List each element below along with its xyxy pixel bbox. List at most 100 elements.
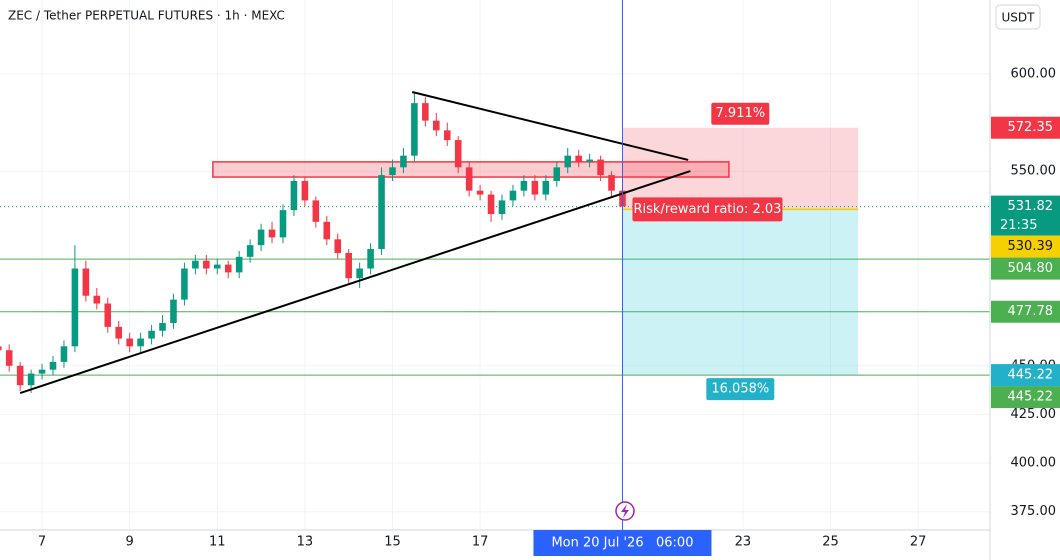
price-badge-label: 531.82 <box>1008 199 1054 214</box>
price-badge <box>991 116 1060 139</box>
price-badge <box>991 257 1060 280</box>
price-badge-label: 572.35 <box>1008 120 1054 135</box>
candle-body <box>235 256 243 273</box>
candle-body <box>170 299 177 323</box>
candle-body <box>411 103 418 156</box>
x-tick-label: 9 <box>126 535 134 550</box>
chart-title: ZEC / Tether PERPETUAL FUTURES · 1h · ME… <box>8 9 285 23</box>
target-pct: 7.911% <box>716 106 766 121</box>
price-badge-label: 445.22 <box>1008 390 1054 405</box>
candle-body <box>203 260 210 269</box>
candle-body <box>159 322 166 331</box>
candle-body <box>400 155 407 168</box>
trend-line <box>411 91 689 161</box>
loss-zone <box>622 209 859 376</box>
candle-body <box>422 103 429 121</box>
stop-pct: 16.058% <box>711 382 769 397</box>
y-tick-label: 550.00 <box>1011 164 1057 179</box>
x-tick-label: 7 <box>38 535 46 550</box>
crosshair-label: Mon 20 Jul '26 06:00 <box>551 536 693 551</box>
candle-body <box>27 373 35 386</box>
candle-body <box>93 295 101 304</box>
grid <box>0 0 990 530</box>
alert-icon[interactable] <box>615 501 635 521</box>
target-pct-box <box>711 102 770 125</box>
candle-body <box>443 130 451 141</box>
candle-body <box>38 369 46 374</box>
candle-body <box>378 175 385 250</box>
candle-body <box>257 229 265 246</box>
x-tick-label: 23 <box>735 535 752 550</box>
plot <box>0 91 990 394</box>
candle-body <box>104 303 112 327</box>
candle-body <box>356 268 363 279</box>
crosshair-label-box <box>533 530 712 556</box>
countdown-label: 21:35 <box>1000 218 1037 233</box>
candle-body <box>0 346 2 351</box>
candle-body <box>49 361 57 370</box>
candle-body <box>5 350 13 366</box>
x-tick-label: 25 <box>822 535 839 550</box>
price-badge <box>991 364 1060 387</box>
price-badge <box>991 386 1060 409</box>
trend-line <box>19 170 691 394</box>
candle-body <box>542 180 550 195</box>
candle-body <box>334 239 342 253</box>
candle-body <box>323 221 331 240</box>
candle-body <box>520 180 528 191</box>
price-badge <box>991 300 1060 323</box>
candle-body <box>498 200 506 215</box>
candle-body <box>553 167 561 181</box>
y-tick-label: 425.00 <box>1011 407 1057 422</box>
candle-body <box>465 167 473 191</box>
candle-body <box>246 245 254 257</box>
overlay: 375.00400.00425.00450.00550.00600.007911… <box>38 0 1060 556</box>
candle-body <box>389 167 396 176</box>
price-badge-label: 530.39 <box>1008 239 1054 254</box>
price-badge-label: 477.78 <box>1008 304 1054 319</box>
x-tick-label: 17 <box>472 535 489 550</box>
candle-body <box>290 180 298 211</box>
candle-body <box>476 190 484 195</box>
ratio-label: Risk/reward ratio: 2.03 <box>634 202 782 217</box>
candle-body <box>181 268 188 300</box>
candle-body <box>137 338 144 347</box>
candle-body <box>586 159 593 162</box>
y-tick-label: 375.00 <box>1011 504 1057 519</box>
candle-body <box>60 346 68 362</box>
candle-body <box>115 326 122 339</box>
candle-body <box>597 159 604 176</box>
price-badge <box>991 195 1060 236</box>
candle-body <box>301 180 309 201</box>
y-tick-label: 600.00 <box>1011 66 1057 81</box>
candle-body <box>454 140 462 168</box>
candle-body <box>564 155 572 168</box>
x-tick-label: 27 <box>910 535 927 550</box>
ratio-box <box>632 197 783 222</box>
candle-body <box>192 260 199 269</box>
candle-body <box>224 264 232 273</box>
candle-body <box>82 268 90 296</box>
candle-body <box>126 338 133 347</box>
profit-zone <box>622 127 859 210</box>
x-tick-label: 13 <box>297 535 314 550</box>
x-tick-label: 15 <box>384 535 401 550</box>
candle-body <box>148 330 155 339</box>
price-badge-label: 445.22 <box>1008 368 1054 383</box>
candle-body <box>367 249 374 269</box>
candle-body <box>312 200 320 222</box>
candle-body <box>531 180 539 195</box>
stop-pct-box <box>706 378 775 401</box>
candle-body <box>213 264 221 269</box>
x-tick-label: 11 <box>209 535 226 550</box>
candle-body <box>71 268 79 347</box>
currency-box[interactable] <box>995 4 1041 30</box>
candle-body <box>279 210 287 238</box>
candle-body <box>16 365 24 386</box>
candle-body <box>487 194 495 215</box>
y-tick-label: 400.00 <box>1011 456 1057 471</box>
candle-body <box>433 120 440 131</box>
currency-label: USDT <box>1002 11 1036 25</box>
